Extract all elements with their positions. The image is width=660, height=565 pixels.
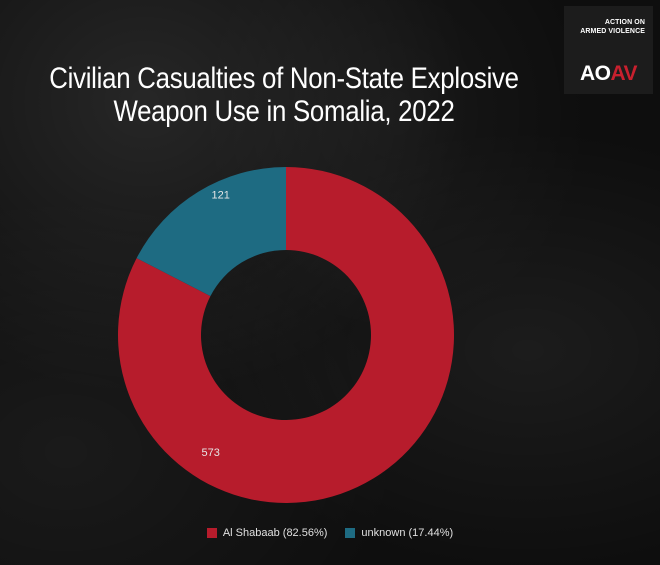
legend-item-al-shabaab[interactable]: Al Shabaab (82.56%) — [206, 527, 328, 539]
logo-wordmark-white: AO — [579, 62, 611, 85]
legend-item-unknown[interactable]: unknown (17.44%) — [345, 527, 453, 539]
aoav-logo: ACTION ON ARMED VIOLENCE AOAV — [564, 6, 653, 94]
chart-title-line-1: Civilian Casualties of Non-State Explosi… — [49, 62, 519, 95]
logo-tagline: ACTION ON ARMED VIOLENCE — [580, 18, 645, 36]
chart-legend: Al Shabaab (82.56%) unknown (17.44%) — [0, 527, 660, 539]
logo-tagline-line-1: ACTION ON — [604, 19, 645, 26]
donut-slice-unknown[interactable] — [136, 167, 286, 297]
legend-label-al-shabaab: Al Shabaab (82.56%) — [222, 527, 328, 539]
legend-label-unknown: unknown (17.44%) — [361, 527, 454, 539]
legend-swatch-al-shabaab — [206, 528, 217, 538]
donut-slices — [118, 167, 455, 503]
legend-swatch-unknown — [345, 528, 356, 538]
chart-title-line-2: Weapon Use in Somalia, 2022 — [113, 95, 455, 128]
chart-title: Civilian Casualties of Non-State Explosi… — [40, 62, 528, 128]
logo-wordmark-red: AV — [610, 62, 638, 85]
donut-slice-al-shabaab[interactable] — [118, 167, 455, 503]
donut-labels: 573 121 — [202, 189, 230, 458]
logo-tagline-line-2: ARMED VIOLENCE — [580, 28, 645, 35]
data-label-unknown: 121 — [211, 189, 229, 201]
data-label-al-shabaab: 573 — [202, 447, 220, 459]
logo-wordmark: AOAV — [564, 63, 653, 85]
